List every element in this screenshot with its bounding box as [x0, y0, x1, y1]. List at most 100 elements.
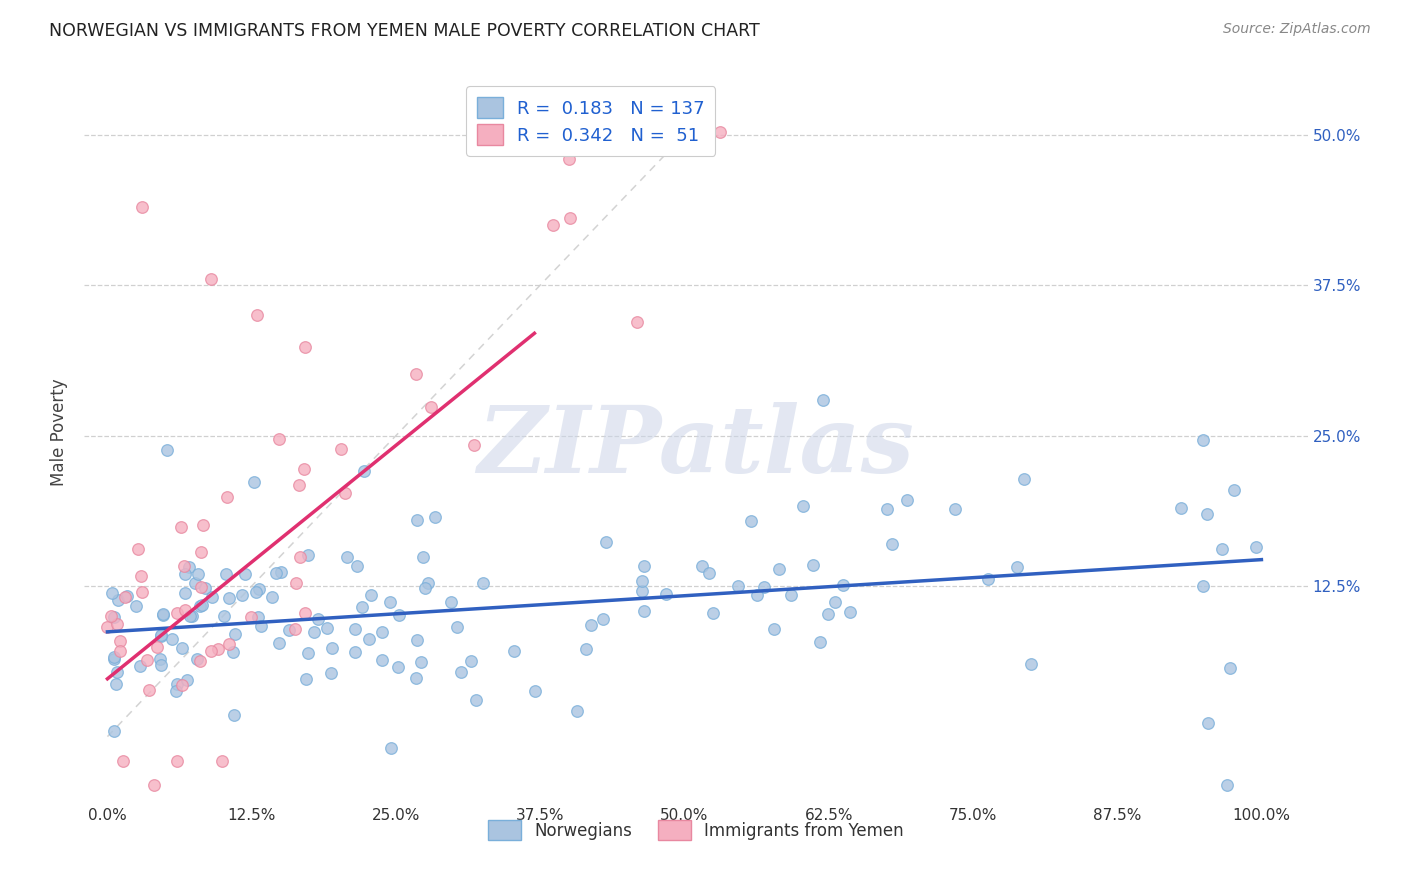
Point [876, 501, 898, 516]
Point [740, 514, 762, 528]
Point [270, 566, 292, 580]
Point [1219, 660, 1241, 674]
Point [1216, 778, 1239, 792]
Point [575, 641, 598, 656]
Point [380, 741, 402, 756]
Point [387, 660, 409, 674]
Point [763, 622, 786, 636]
Point [284, 622, 307, 636]
Point [405, 671, 427, 685]
Point [832, 578, 855, 592]
Point [702, 606, 724, 620]
Point [294, 607, 316, 621]
Point [245, 585, 267, 599]
Point [173, 558, 195, 573]
Point [239, 610, 262, 624]
Point [110, 633, 132, 648]
Point [839, 606, 862, 620]
Point [215, 567, 238, 582]
Point [136, 653, 159, 667]
Point [103, 724, 125, 739]
Point [188, 654, 211, 668]
Text: ZIPatlas: ZIPatlas [478, 402, 914, 492]
Point [246, 610, 269, 624]
Point [114, 590, 136, 604]
Point [288, 549, 311, 564]
Point [292, 462, 315, 476]
Point [125, 599, 148, 614]
Point [405, 368, 427, 382]
Point [297, 548, 319, 562]
Point [105, 677, 128, 691]
Point [191, 517, 214, 532]
Point [186, 652, 208, 666]
Point [1195, 507, 1218, 521]
Point [224, 627, 246, 641]
Text: Source: ZipAtlas.com: Source: ZipAtlas.com [1223, 22, 1371, 37]
Point [212, 609, 235, 624]
Point [752, 581, 775, 595]
Point [180, 608, 202, 623]
Point [630, 574, 652, 588]
Point [174, 586, 197, 600]
Point [412, 550, 434, 565]
Point [295, 672, 318, 686]
Point [110, 644, 132, 658]
Point [152, 607, 174, 621]
Point [160, 632, 183, 646]
Point [222, 708, 245, 723]
Point [460, 655, 482, 669]
Point [131, 585, 153, 599]
Point [1192, 433, 1215, 447]
Point [149, 628, 172, 642]
Point [808, 634, 831, 648]
Point [149, 629, 172, 643]
Point [107, 593, 129, 607]
Point [105, 617, 128, 632]
Point [194, 581, 217, 595]
Point [131, 200, 153, 214]
Point [709, 125, 731, 139]
Point [346, 558, 368, 573]
Point [152, 607, 174, 622]
Point [333, 486, 356, 500]
Point [1211, 541, 1233, 556]
Point [129, 658, 152, 673]
Point [541, 218, 564, 232]
Point [592, 612, 614, 626]
Point [406, 513, 429, 527]
Point [882, 537, 904, 551]
Point [558, 152, 581, 166]
Point [792, 500, 814, 514]
Point [321, 640, 343, 655]
Point [103, 652, 125, 666]
Point [388, 608, 411, 623]
Point [190, 598, 212, 612]
Point [343, 645, 366, 659]
Point [177, 560, 200, 574]
Point [690, 559, 713, 574]
Point [127, 541, 149, 556]
Point [190, 581, 212, 595]
Point [943, 502, 966, 516]
Point [565, 705, 588, 719]
Point [1223, 483, 1246, 498]
Point [655, 587, 678, 601]
Point [101, 586, 124, 600]
Point [420, 400, 443, 414]
Point [416, 576, 439, 591]
Point [302, 624, 325, 639]
Point [336, 550, 359, 565]
Point [96, 620, 118, 634]
Point [297, 646, 319, 660]
Point [233, 566, 256, 581]
Point [190, 544, 212, 558]
Text: NORWEGIAN VS IMMIGRANTS FROM YEMEN MALE POVERTY CORRELATION CHART: NORWEGIAN VS IMMIGRANTS FROM YEMEN MALE … [49, 22, 761, 40]
Point [977, 573, 1000, 587]
Point [406, 633, 429, 648]
Point [138, 683, 160, 698]
Point [523, 684, 546, 698]
Point [1012, 472, 1035, 486]
Point [697, 566, 720, 581]
Point [166, 606, 188, 620]
